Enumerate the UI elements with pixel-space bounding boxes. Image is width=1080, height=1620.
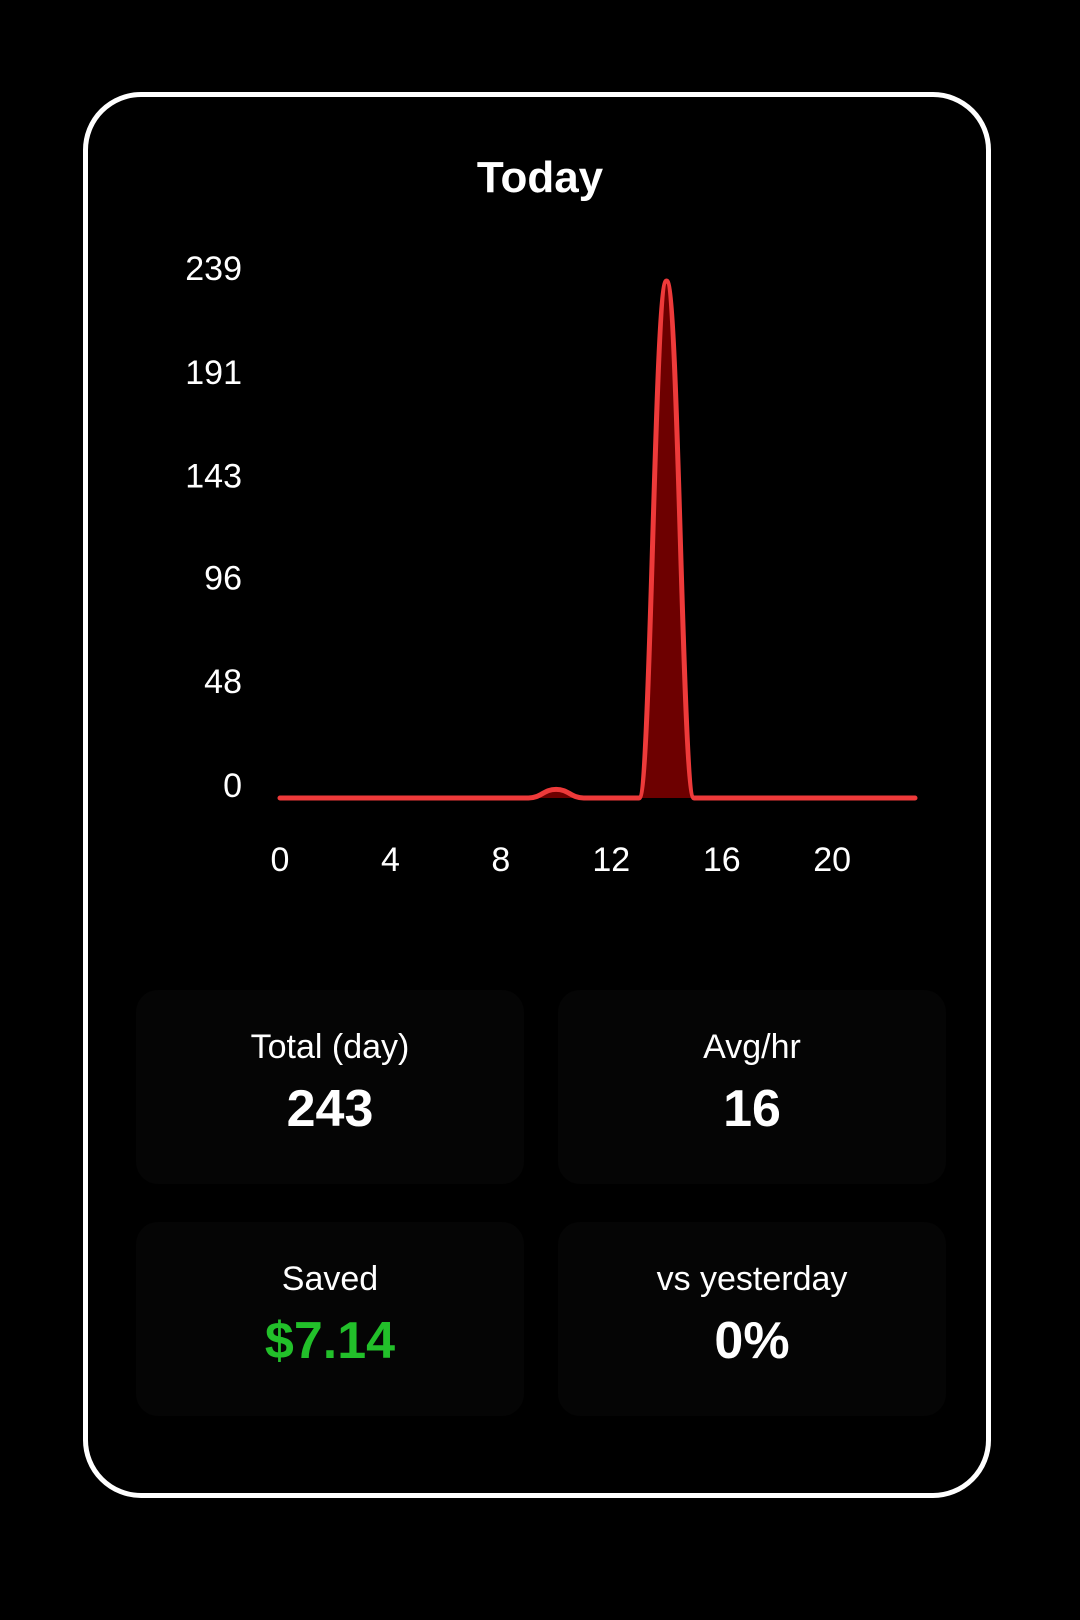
saved-label: Saved xyxy=(281,1260,379,1298)
total-day-tile: Total (day) 243 xyxy=(136,990,524,1184)
vs-yesterday-label: vs yesterday xyxy=(656,1260,848,1298)
saved-value: $7.14 xyxy=(264,1312,396,1370)
avg-per-hour-label: Avg/hr xyxy=(703,1028,801,1066)
saved-tile: Saved $7.14 xyxy=(136,1222,524,1416)
card-title: Today xyxy=(476,153,604,202)
vs-yesterday-value: 0% xyxy=(714,1312,790,1370)
avg-per-hour-tile: Avg/hr 16 xyxy=(558,990,946,1184)
avg-per-hour-value: 16 xyxy=(723,1080,781,1138)
total-day-label: Total (day) xyxy=(250,1028,410,1066)
total-day-value: 243 xyxy=(286,1080,374,1138)
vs-yesterday-tile: vs yesterday 0% xyxy=(558,1222,946,1416)
